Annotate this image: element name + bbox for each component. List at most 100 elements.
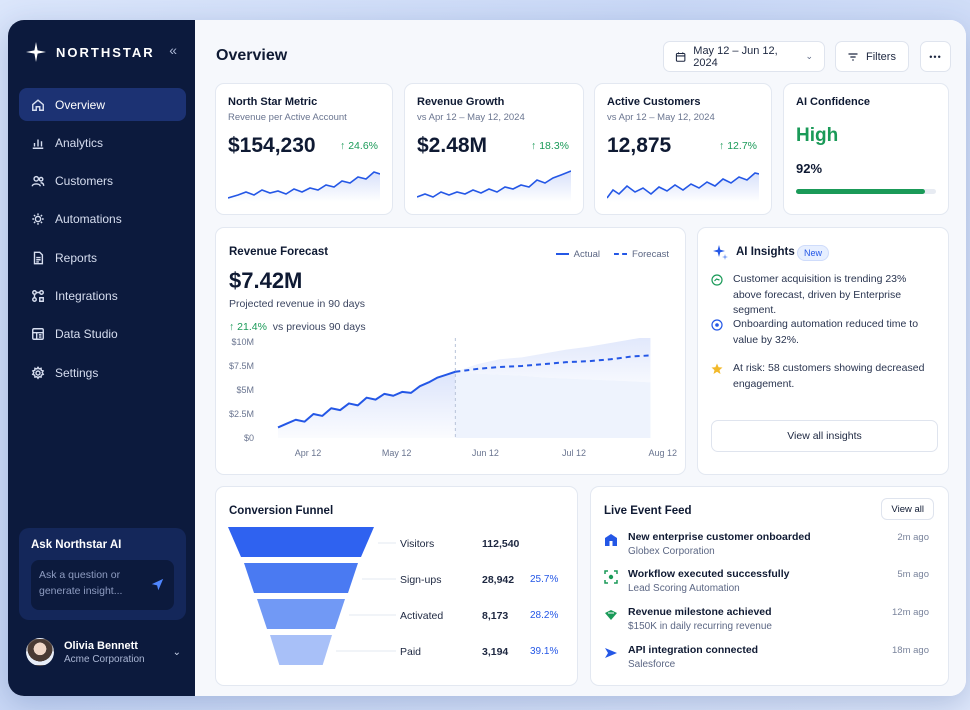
funnel-row-signups: Sign-ups 28,942 25.7% [400,571,560,591]
event-item[interactable]: API integration connected Salesforce 18m… [604,644,929,676]
section-title: Conversion Funnel [229,505,334,517]
kpi-title: North Star Metric [228,96,318,108]
funnel-segment[interactable] [244,563,358,593]
kpi-card-north-star[interactable]: North Star Metric Revenue per Active Acc… [215,83,393,215]
funnel-label: Visitors [400,538,435,550]
x-tick-label: Jul 12 [562,448,586,458]
avatar [26,638,54,666]
ai-confidence-bar-fill [796,189,925,194]
kpi-delta: ↑ 18.3% [531,140,569,152]
ai-confidence-percent: 92% [796,161,823,176]
forecast-delta-suffix: vs previous 90 days [272,321,366,333]
kpi-delta-value: 18.3% [539,140,569,152]
kpi-title: Active Customers [607,96,701,108]
event-title: Revenue milestone achieved [628,606,772,618]
event-subtitle: Salesforce [628,659,676,670]
send-icon[interactable] [151,578,164,591]
funnel-label: Sign-ups [400,574,442,586]
kpi-card-active-customers[interactable]: Active Customers vs Apr 12 – May 12, 202… [594,83,772,215]
view-all-insights-button[interactable]: View all insights [711,420,938,452]
ai-insights-card: AI Insights New Customer acquisition is … [697,227,949,475]
forecast-series-line [455,354,651,373]
arrow-up-icon: ↑ [340,140,346,152]
actual-area [278,371,456,438]
building-icon [605,534,617,546]
sparkle-icon [713,245,728,260]
sidebar-item-settings[interactable]: Settings [19,356,186,389]
sidebar-item-label: Automations [55,212,122,227]
kpi-sparkline [417,170,571,202]
sidebar-item-customers[interactable]: Customers [19,165,186,198]
event-time: 12m ago [892,607,929,618]
ask-ai-panel: Ask Northstar AI [19,528,186,620]
y-tick-label: $10M [231,338,254,347]
users-icon [31,176,45,187]
gear-spark-icon [32,213,44,226]
page-title: Overview [216,47,288,64]
arrow-up-icon: ↑ [531,140,537,152]
insight-item[interactable]: Customer acquisition is trending 23% abo… [711,272,936,319]
ask-ai-input[interactable] [39,567,159,603]
workflow-icon [604,570,618,584]
sidebar-nav: Overview Analytics Customers Automations… [19,88,186,394]
insight-item[interactable]: Onboarding automation reduced time to va… [711,317,936,348]
event-item[interactable]: Revenue milestone achieved $150K in dail… [604,606,929,638]
funnel-percent: 39.1% [530,646,559,657]
more-icon: ••• [929,51,942,62]
kpi-subtitle: Revenue per Active Account [228,112,347,123]
legend-actual: Actual [555,249,600,260]
sidebar-item-integrations[interactable]: Integrations [19,279,186,312]
revenue-forecast-card: Revenue Forecast Actual Forecast $7.42M … [215,227,686,475]
view-all-events-button[interactable]: View all [881,498,934,520]
live-event-feed-card: Live Event Feed View all New enterprise … [590,486,949,686]
ask-ai-title: Ask Northstar AI [31,539,122,551]
funnel-label: Activated [400,610,444,622]
chevron-down-icon[interactable]: ⌄ [172,646,181,658]
section-title: Revenue Forecast [229,246,329,258]
automation-icon [711,319,723,331]
ai-confidence-card[interactable]: AI Confidence High 92% [783,83,949,215]
user-profile[interactable]: Olivia Bennett Acme Corporation ⌄ [26,638,181,666]
brand[interactable]: NORTHSTAR [26,42,155,62]
funnel-value: 112,540 [482,538,520,550]
sidebar-item-overview[interactable]: Overview [19,88,186,121]
insight-text: At risk: 58 customers showing decreased … [733,362,925,390]
event-title: Workflow executed successfully [628,568,790,580]
kpi-subtitle: vs Apr 12 – May 12, 2024 [607,112,715,123]
chevrons-left-icon[interactable]: « [169,42,177,58]
document-icon [33,251,44,265]
event-title: API integration connected [628,644,759,656]
plug-icon [605,648,617,658]
kpi-delta-value: 24.6% [348,140,378,152]
event-item[interactable]: New enterprise customer onboarded Globex… [604,531,929,563]
forecast-value: $7.42M [229,268,303,293]
app-window: NORTHSTAR « Overview Analytics Customers… [8,20,966,696]
y-tick-label: $7.5M [229,361,254,371]
event-item[interactable]: Workflow executed successfully Lead Scor… [604,568,929,600]
sidebar-item-analytics[interactable]: Analytics [19,126,186,159]
kpi-subtitle: vs Apr 12 – May 12, 2024 [417,112,525,123]
home-icon [32,98,44,111]
sidebar-item-reports[interactable]: Reports [19,241,186,274]
kpi-card-revenue-growth[interactable]: Revenue Growth vs Apr 12 – May 12, 2024 … [404,83,584,215]
sidebar: NORTHSTAR « Overview Analytics Customers… [8,20,195,696]
more-options-button[interactable]: ••• [920,41,951,72]
user-org: Acme Corporation [64,653,145,665]
forecast-delta: ↑ 21.4% vs previous 90 days [229,321,366,333]
funnel-segment[interactable] [257,599,345,629]
filters-button[interactable]: Filters [835,41,909,72]
funnel-segment[interactable] [228,527,374,557]
funnel-chart [228,527,396,665]
forecast-delta-value: 21.4% [237,321,267,333]
date-range-label: May 12 – Jun 12, 2024 [693,44,778,69]
funnel-segment[interactable] [270,635,332,665]
sidebar-item-data-studio[interactable]: Data Studio [19,318,186,351]
insight-item[interactable]: At risk: 58 customers showing decreased … [711,361,936,392]
settings-icon [31,365,45,380]
conversion-funnel-card: Conversion Funnel Visitors 112,540 Sign-… [215,486,578,686]
y-tick-label: $0 [244,433,254,443]
star-icon [711,363,723,374]
sidebar-item-label: Settings [55,365,99,380]
date-range-picker[interactable]: May 12 – Jun 12, 2024 ⌄ [663,41,825,72]
sidebar-item-automations[interactable]: Automations [19,203,186,236]
